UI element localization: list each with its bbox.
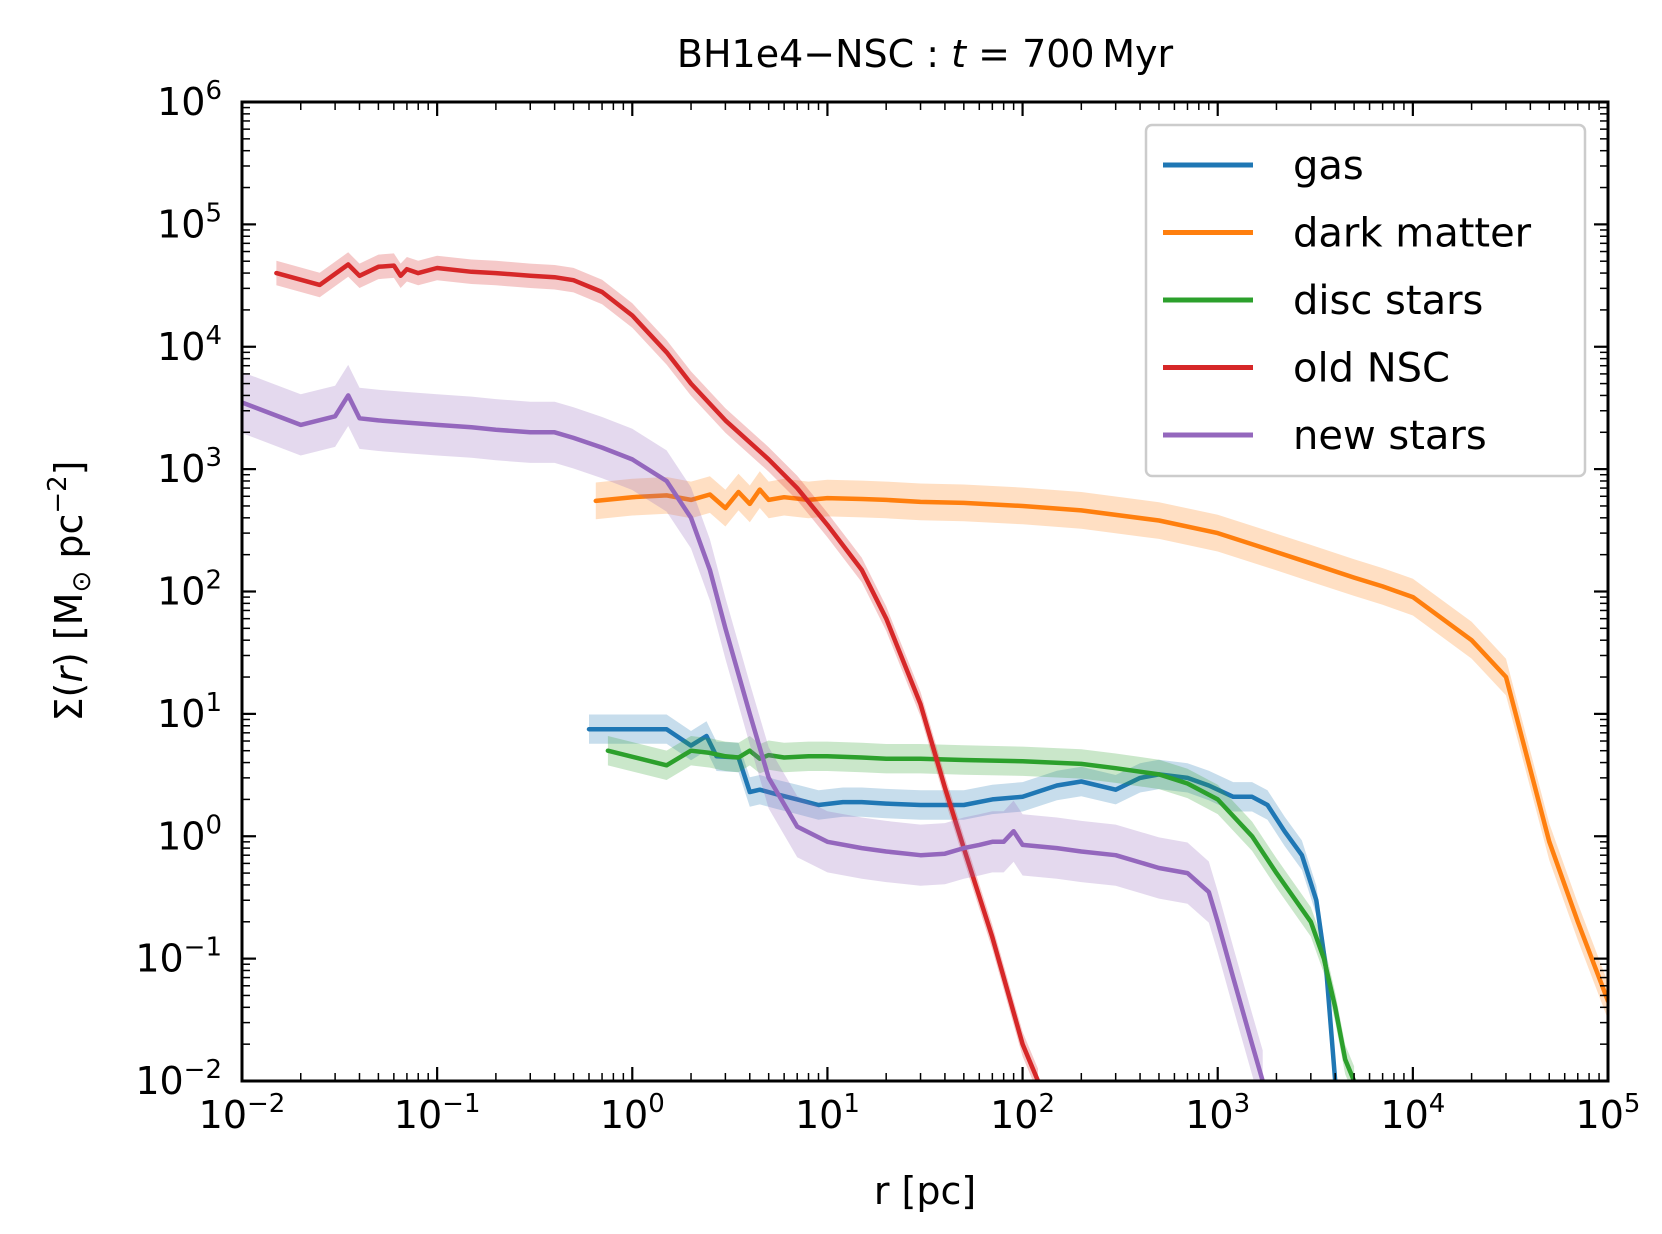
x-tick-base: 10: [795, 1093, 843, 1137]
legend-label: disc stars: [1293, 278, 1483, 324]
x-tick-exp: 1: [843, 1089, 860, 1119]
y-tick-exp: 2: [205, 566, 222, 596]
y-tick-base: 10: [157, 570, 205, 614]
y-tick-exp: 6: [205, 76, 222, 106]
ylabel-mid: ) [M: [47, 593, 91, 668]
y-tick-label: 100: [157, 810, 222, 858]
x-tick-label: 102: [990, 1089, 1055, 1137]
y-tick-base: 10: [157, 814, 205, 858]
x-tick-base: 10: [600, 1093, 648, 1137]
x-tick-base: 10: [1380, 1093, 1428, 1137]
legend-label: gas: [1293, 143, 1364, 189]
x-tick-base: 10: [990, 1093, 1038, 1137]
y-tick-label: 106: [157, 76, 222, 124]
y-tick-label: 105: [157, 198, 222, 246]
x-tick-label: 100: [600, 1089, 665, 1137]
series-line-4: [242, 393, 1265, 1081]
ticks-layer: 10−2 10−1 100 101 102 103 104 10510−210−1100101…: [135, 76, 1640, 1137]
title-suffix: = 700 Myr: [966, 32, 1173, 76]
ylabel-end: ]: [47, 460, 91, 475]
y-tick-exp: 1: [205, 688, 222, 718]
x-tick-base: 10: [199, 1093, 247, 1137]
x-tick-label: 10−2: [199, 1089, 286, 1137]
x-tick-label: 10−1: [394, 1089, 481, 1137]
title-prefix: BH1e4−NSC :: [677, 32, 951, 76]
y-tick-base: 10: [135, 937, 183, 981]
series-band-3: [276, 252, 1038, 1081]
title-italic: t: [951, 32, 968, 76]
ylabel-prefix: Σ(: [47, 683, 91, 722]
y-axis-label: Σ(r) [M⊙ pc−2]: [43, 460, 97, 721]
y-tick-label: 101: [157, 688, 222, 736]
y-tick-label: 102: [157, 566, 222, 614]
series-line-3: [274, 262, 1041, 1081]
legend-box: [1144, 123, 1587, 478]
ylabel-sup: −2: [43, 475, 73, 513]
y-tick-exp: 0: [205, 810, 222, 840]
x-tick-label: 103: [1185, 1089, 1250, 1137]
y-tick-exp: 4: [205, 321, 222, 351]
y-tick-label: 10−1: [135, 933, 222, 981]
y-tick-base: 10: [157, 325, 205, 369]
x-tick-exp: 4: [1429, 1089, 1446, 1119]
y-tick-label: 104: [157, 321, 222, 369]
x-tick-exp: 0: [648, 1089, 665, 1119]
x-tick-exp: 2: [1038, 1089, 1055, 1119]
series-layer: [242, 252, 1608, 1081]
series-line-2: [605, 748, 1357, 1081]
y-tick-label: 10−2: [135, 1055, 222, 1103]
x-tick-exp: −2: [247, 1089, 285, 1119]
x-tick-label: 101: [795, 1089, 860, 1137]
y-tick-exp: −2: [184, 1055, 222, 1085]
y-tick-exp: 3: [205, 443, 222, 473]
series-line-1: [593, 487, 1608, 1004]
y-tick-base: 10: [157, 80, 205, 124]
y-tick-label: 103: [157, 443, 222, 491]
legend-label: new stars: [1293, 413, 1487, 459]
series-band-0: [589, 714, 1336, 1081]
x-tick-label: 105: [1576, 1089, 1641, 1137]
ylabel-italic: r: [47, 665, 91, 683]
ylabel-after: pc: [47, 514, 91, 571]
y-tick-base: 10: [157, 202, 205, 246]
x-tick-exp: −1: [442, 1089, 480, 1119]
legend: gas dark matter disc stars old NSC new stars: [1144, 123, 1587, 478]
x-tick-exp: 5: [1624, 1089, 1641, 1119]
legend-label: dark matter: [1293, 211, 1532, 257]
x-tick-base: 10: [1576, 1093, 1624, 1137]
series-band-4: [242, 364, 1263, 1081]
plot-frame: [240, 100, 1610, 1083]
y-tick-exp: 5: [205, 198, 222, 228]
x-tick-exp: 3: [1234, 1089, 1251, 1119]
x-axis-label: r [pc]: [874, 1169, 976, 1213]
y-tick-base: 10: [157, 447, 205, 491]
y-tick-base: 10: [135, 1059, 183, 1103]
chart-title: BH1e4−NSC : t = 700 Myr: [677, 32, 1174, 76]
legend-label: old NSC: [1293, 346, 1450, 392]
x-tick-base: 10: [1185, 1093, 1233, 1137]
x-tick-base: 10: [394, 1093, 442, 1137]
y-tick-exp: −1: [184, 933, 222, 963]
series-line-0: [586, 726, 1338, 1081]
ylabel-sub: ⊙: [67, 571, 97, 593]
y-tick-base: 10: [157, 692, 205, 736]
x-tick-label: 104: [1380, 1089, 1445, 1137]
